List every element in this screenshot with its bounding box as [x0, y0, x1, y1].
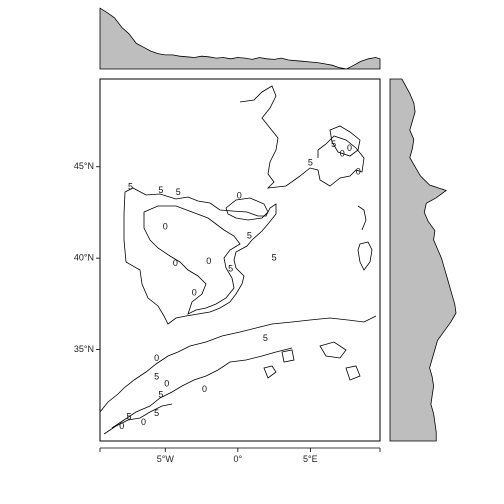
x-tick-label: 5°W [157, 454, 175, 464]
x-tick-label: 0° [234, 454, 243, 464]
top-marginal-density [99, 7, 381, 70]
contour-line-9 [263, 365, 277, 379]
contour-line-5 [99, 315, 377, 413]
contour-line-7 [357, 205, 367, 231]
top-marginal-area [99, 7, 381, 70]
contour-label-21: 5 [158, 390, 163, 400]
contour-label-2: 5 [158, 185, 163, 195]
contour-label-20: 0 [164, 379, 169, 389]
right-marginal-area [389, 78, 457, 442]
x-tick-label: 5°E [303, 454, 318, 464]
contour-line-4 [239, 85, 365, 189]
contour-line-13 [329, 125, 361, 157]
contour-line-8 [357, 241, 373, 271]
contour-line-12 [345, 365, 361, 381]
contour-label-17: 0 [356, 167, 361, 177]
contour-line-2 [143, 205, 241, 315]
x-axis: 5°W 0° 5°E [99, 447, 381, 464]
contour-label-7: 5 [272, 253, 277, 263]
y-tick-label: 45°N [74, 161, 94, 171]
y-axis: 35°N 40°N 45°N [74, 161, 100, 354]
contour-label-12: 5 [263, 333, 268, 343]
contour-label-3: 5 [176, 187, 181, 197]
contour-label-6: 5 [247, 231, 252, 241]
contour-label-23: 5 [126, 412, 131, 422]
contour-label-13: 5 [331, 139, 336, 149]
contour-label-8: 0 [206, 256, 211, 266]
y-tick-label: 40°N [74, 253, 94, 263]
contour-label-1: 5 [128, 181, 133, 191]
contour-label-18: 0 [154, 353, 159, 363]
contour-label-15: 0 [340, 148, 345, 158]
contour-label-25: 0 [141, 417, 146, 427]
contour-label-26: 0 [119, 421, 124, 431]
contour-line-14 [103, 403, 173, 435]
contour-label-9: 5 [228, 263, 233, 273]
plot-frame [99, 78, 381, 442]
contour-label-22: 0 [202, 384, 207, 394]
contour-label-16: 0 [347, 143, 352, 153]
y-tick-label: 35°N [74, 344, 94, 354]
contour-label-10: 0 [173, 258, 178, 268]
contour-line-10 [281, 349, 295, 363]
contour-label-4: 0 [237, 190, 242, 200]
contour-label-19: 5 [154, 371, 159, 381]
contour-line-3 [225, 197, 269, 221]
right-marginal-density [389, 78, 457, 442]
contour-line-11 [319, 341, 347, 359]
contour-label-5: 0 [163, 221, 168, 231]
contour-line-6 [111, 347, 293, 429]
contour-lines [99, 85, 377, 435]
contour-label-24: 5 [154, 408, 159, 418]
contour-label-11: 0 [192, 287, 197, 297]
contour-line-1 [123, 187, 277, 325]
contour-label-14: 5 [308, 157, 313, 167]
